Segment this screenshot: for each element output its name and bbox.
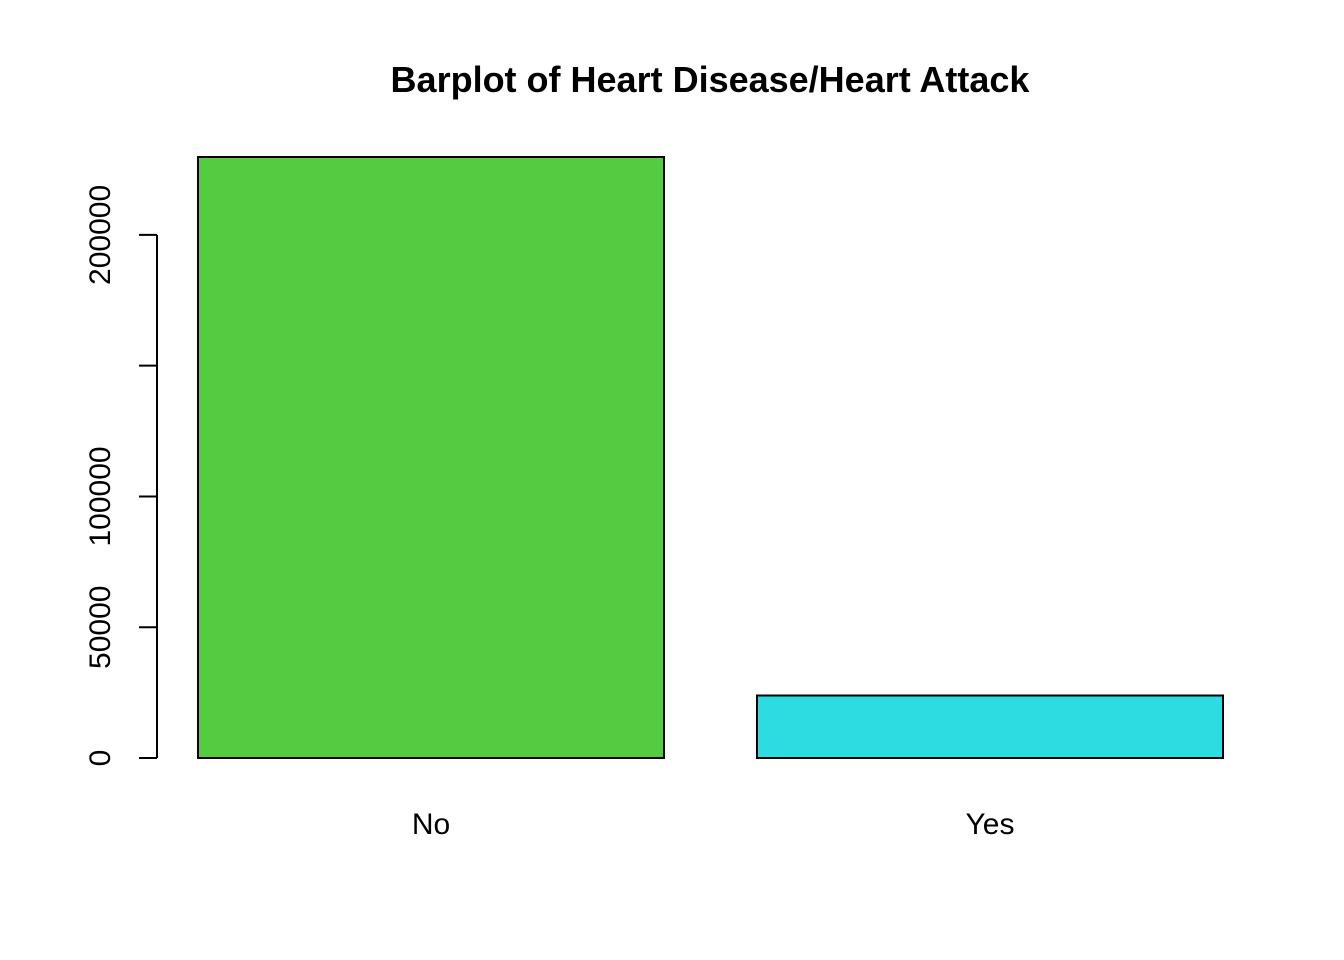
chart-title: Barplot of Heart Disease/Heart Attack — [391, 59, 1031, 100]
y-tick-label: 200000 — [84, 185, 117, 285]
bar-no — [197, 156, 665, 759]
bar-yes — [756, 694, 1224, 759]
y-axis: 0 50000 100000 200000 — [84, 185, 158, 767]
bars — [197, 156, 1224, 759]
y-tick-label: 0 — [84, 750, 117, 767]
y-tick-label: 100000 — [84, 446, 117, 546]
x-category-label: Yes — [966, 808, 1015, 841]
x-category-label: No — [412, 808, 450, 841]
x-axis-labels: No Yes — [412, 808, 1015, 841]
y-tick-label: 50000 — [84, 586, 117, 669]
